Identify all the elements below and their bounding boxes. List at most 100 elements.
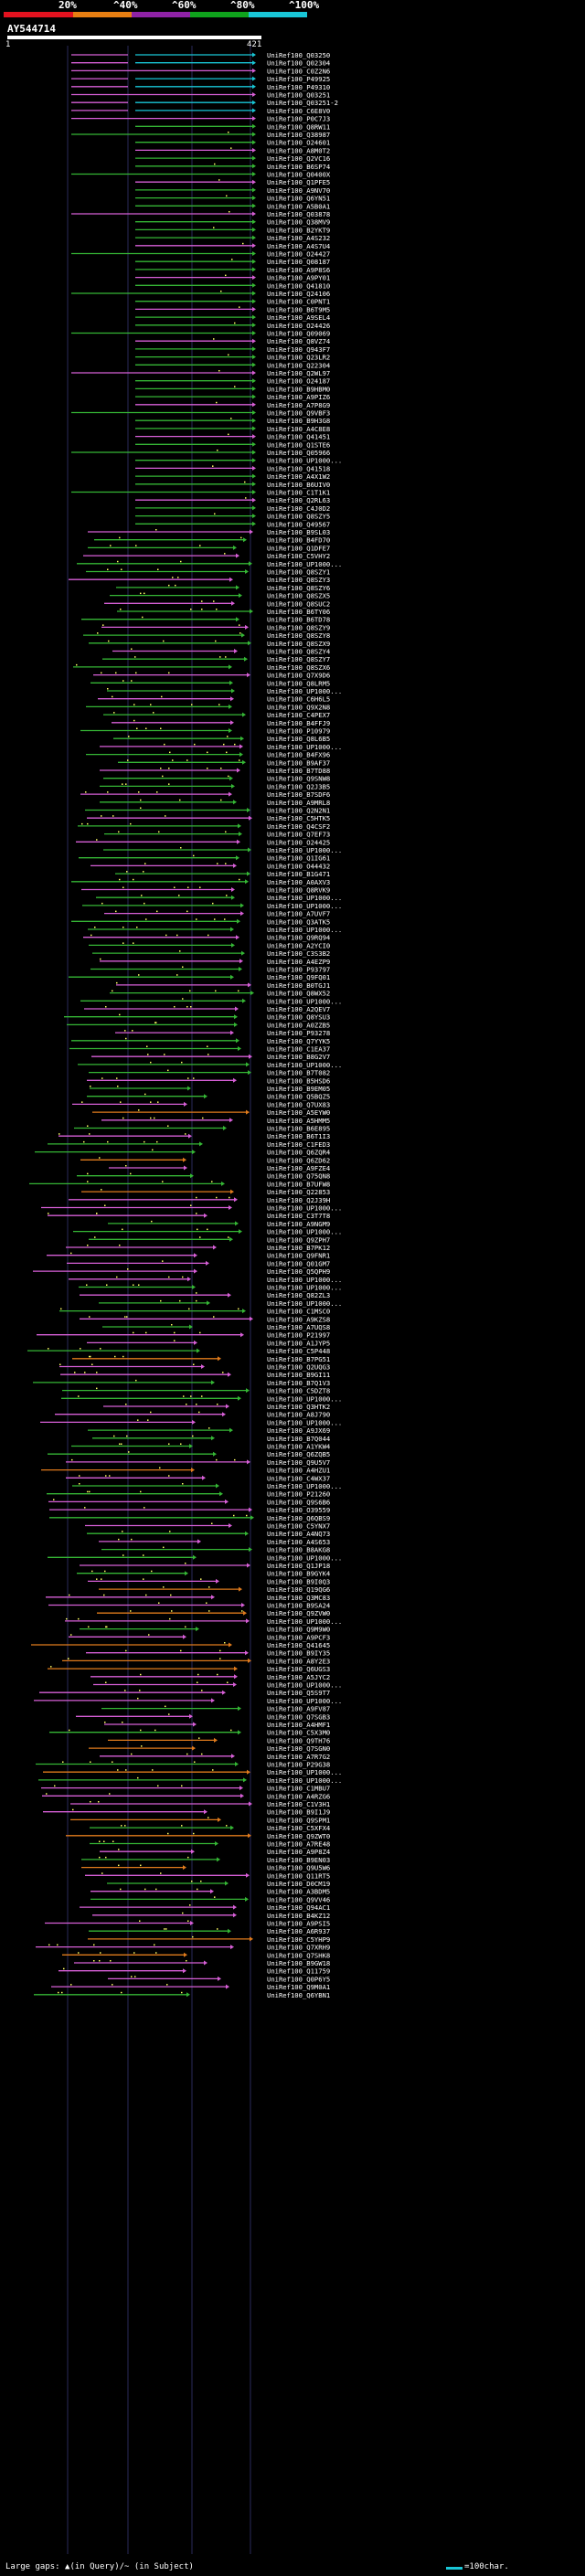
hit-label[interactable]: UniRef100_Q9U5V7 bbox=[267, 1458, 330, 1467]
hit-label[interactable]: UniRef100_B4FX96 bbox=[267, 751, 330, 759]
hit-label[interactable]: UniRef100_UP1000... bbox=[267, 1284, 342, 1292]
hit-label[interactable]: UniRef100_Q38MV9 bbox=[267, 218, 330, 227]
hit-label[interactable]: UniRef100_Q41645 bbox=[267, 1641, 330, 1649]
hit-label[interactable]: UniRef100_C5YHP9 bbox=[267, 1935, 330, 1944]
hit-label[interactable]: UniRef100_Q03878 bbox=[267, 210, 330, 218]
hit-label[interactable]: UniRef100_UP1000... bbox=[267, 1768, 342, 1776]
hit-label[interactable]: UniRef100_A4NQ73 bbox=[267, 1530, 330, 1538]
hit-label[interactable]: UniRef100_A4HZU1 bbox=[267, 1467, 330, 1475]
hit-label[interactable]: UniRef100_Q02304 bbox=[267, 59, 330, 68]
hit-label[interactable]: UniRef100_B7TD88 bbox=[267, 767, 330, 775]
hit-label[interactable]: UniRef100_A8J790 bbox=[267, 1411, 330, 1419]
hit-label[interactable]: UniRef100_B9GYK4 bbox=[267, 1570, 330, 1578]
hit-label[interactable]: UniRef100_B9SA24 bbox=[267, 1602, 330, 1610]
hit-label[interactable]: UniRef100_C5YNX7 bbox=[267, 1522, 330, 1531]
hit-label[interactable]: UniRef100_P10979 bbox=[267, 727, 330, 736]
hit-label[interactable]: UniRef100_Q11759 bbox=[267, 1967, 330, 1976]
hit-label[interactable]: UniRef100_A4S232 bbox=[267, 234, 330, 242]
hit-label[interactable]: UniRef100_Q7X9D6 bbox=[267, 672, 330, 680]
hit-label[interactable]: UniRef100_Q6ZD62 bbox=[267, 1156, 330, 1164]
hit-label[interactable]: UniRef100_UP1000... bbox=[267, 926, 342, 934]
hit-label[interactable]: UniRef100_UP1000... bbox=[267, 560, 342, 568]
hit-label[interactable]: UniRef100_Q01GM7 bbox=[267, 1259, 330, 1267]
hit-label[interactable]: UniRef100_C4WX37 bbox=[267, 1474, 330, 1482]
hit-label[interactable]: UniRef100_Q1IG61 bbox=[267, 854, 330, 863]
hit-label[interactable]: UniRef100_C6E8V0 bbox=[267, 107, 330, 115]
hit-label[interactable]: UniRef100_UP1000... bbox=[267, 1299, 342, 1308]
hit-label[interactable]: UniRef100_A4HMF1 bbox=[267, 1721, 330, 1729]
hit-label[interactable]: UniRef100_B9GI11 bbox=[267, 1371, 330, 1379]
hit-label[interactable]: UniRef100_C1T1K1 bbox=[267, 489, 330, 497]
hit-label[interactable]: UniRef100_Q8SZX9 bbox=[267, 640, 330, 648]
hit-label[interactable]: UniRef100_Q03251 bbox=[267, 91, 330, 100]
hit-label[interactable]: UniRef100_Q8WX52 bbox=[267, 990, 330, 998]
hit-label[interactable]: UniRef100_B6T1I3 bbox=[267, 1132, 330, 1140]
hit-label[interactable]: UniRef100_A7P8G9 bbox=[267, 401, 330, 409]
hit-label[interactable]: UniRef100_Q8SZY4 bbox=[267, 648, 330, 656]
hit-label[interactable]: UniRef100_Q8SZY1 bbox=[267, 568, 330, 577]
hit-label[interactable]: UniRef100_Q8SZY5 bbox=[267, 513, 330, 521]
hit-label[interactable]: UniRef100_Q6ZQR4 bbox=[267, 1149, 330, 1157]
hit-label[interactable]: UniRef100_UP1000... bbox=[267, 1228, 342, 1236]
hit-label[interactable]: UniRef100_B1G471 bbox=[267, 870, 330, 878]
hit-label[interactable]: UniRef100_A7RE48 bbox=[267, 1840, 330, 1849]
hit-label[interactable]: UniRef100_Q9ZVW0 bbox=[267, 1609, 330, 1617]
hit-label[interactable]: UniRef100_B7PG51 bbox=[267, 1355, 330, 1363]
hit-label[interactable]: UniRef100_A9P8Z4 bbox=[267, 1848, 330, 1856]
hit-label[interactable]: UniRef100_B0TGJ1 bbox=[267, 981, 330, 990]
hit-label[interactable]: UniRef100_P93797 bbox=[267, 966, 330, 974]
hit-label[interactable]: UniRef100_A9FV87 bbox=[267, 1705, 330, 1713]
hit-label[interactable]: UniRef100_UP1000... bbox=[267, 457, 342, 465]
hit-label[interactable]: UniRef100_UP1000... bbox=[267, 1776, 342, 1785]
hit-label[interactable]: UniRef100_C5DZT8 bbox=[267, 1387, 330, 1395]
hit-label[interactable]: UniRef100_C5P448 bbox=[267, 1347, 330, 1355]
hit-label[interactable]: UniRef100_A9PIZ6 bbox=[267, 393, 330, 401]
hit-label[interactable]: UniRef100_C5XFX4 bbox=[267, 1824, 330, 1832]
hit-label[interactable]: UniRef100_Q2J3B5 bbox=[267, 782, 330, 790]
hit-label[interactable]: UniRef100_UP1000... bbox=[267, 1061, 342, 1069]
hit-label[interactable]: UniRef100_A7UVF7 bbox=[267, 910, 330, 918]
hit-label[interactable]: UniRef100_P21260 bbox=[267, 1490, 330, 1499]
hit-label[interactable]: UniRef100_C5VHY2 bbox=[267, 552, 330, 560]
hit-label[interactable]: UniRef100_C1FED3 bbox=[267, 1140, 330, 1149]
hit-label[interactable]: UniRef100_Q9S6B6 bbox=[267, 1498, 330, 1506]
hit-label[interactable]: UniRef100_B7T082 bbox=[267, 1069, 330, 1077]
hit-label[interactable]: UniRef100_A8M0T2 bbox=[267, 146, 330, 154]
hit-label[interactable]: UniRef100_A0ZZB5 bbox=[267, 1021, 330, 1029]
hit-label[interactable]: UniRef100_Q2J39H bbox=[267, 1196, 330, 1204]
hit-label[interactable]: UniRef100_Q41451 bbox=[267, 433, 330, 441]
hit-label[interactable]: UniRef100_UP1000... bbox=[267, 687, 342, 695]
hit-label[interactable]: UniRef100_Q1PFE5 bbox=[267, 178, 330, 186]
hit-label[interactable]: UniRef100_Q0400X bbox=[267, 171, 331, 179]
hit-label[interactable]: UniRef100_B7UFW8 bbox=[267, 1180, 330, 1188]
hit-label[interactable]: UniRef100_Q1STE6 bbox=[267, 440, 330, 449]
hit-label[interactable]: UniRef100_Q8SUC2 bbox=[267, 599, 330, 608]
hit-label[interactable]: UniRef100_Q1JP18 bbox=[267, 1562, 330, 1570]
hit-label[interactable]: UniRef100_B8AKG8 bbox=[267, 1546, 330, 1554]
hit-label[interactable]: UniRef100_Q94AC1 bbox=[267, 1903, 330, 1912]
hit-label[interactable]: UniRef100_Q2RL63 bbox=[267, 496, 330, 504]
hit-label[interactable]: UniRef100_Q22304 bbox=[267, 361, 330, 369]
hit-label[interactable]: UniRef100_A4S7U4 bbox=[267, 242, 330, 250]
hit-label[interactable]: UniRef100_B7PK12 bbox=[267, 1244, 330, 1252]
hit-label[interactable]: UniRef100_Q0P6Y5 bbox=[267, 1975, 330, 1983]
hit-label[interactable]: UniRef100_Q9ZPH7 bbox=[267, 1235, 330, 1244]
hit-label[interactable]: UniRef100_Q9SPM1 bbox=[267, 1816, 330, 1824]
hit-label[interactable]: UniRef100_Q8L6B5 bbox=[267, 735, 330, 743]
hit-label[interactable]: UniRef100_Q9SNW8 bbox=[267, 775, 330, 783]
hit-label[interactable]: UniRef100_Q8SZX6 bbox=[267, 663, 330, 672]
hit-label[interactable]: UniRef100_B4FFJ9 bbox=[267, 719, 330, 727]
hit-label[interactable]: UniRef100_O44432 bbox=[267, 862, 330, 870]
hit-label[interactable]: UniRef100_Q2N2N1 bbox=[267, 807, 330, 815]
hit-label[interactable]: UniRef100_Q6YN51 bbox=[267, 195, 330, 203]
hit-label[interactable]: UniRef100_O24425 bbox=[267, 838, 330, 846]
hit-label[interactable]: UniRef100_Q7SGN0 bbox=[267, 1744, 330, 1753]
hit-label[interactable]: UniRef100_O24601 bbox=[267, 139, 330, 147]
hit-label[interactable]: UniRef100_Q08187 bbox=[267, 258, 330, 266]
hit-label[interactable]: UniRef100_Q7YYK5 bbox=[267, 1037, 330, 1045]
hit-label[interactable]: UniRef100_B6T9M5 bbox=[267, 305, 330, 313]
hit-label[interactable]: UniRef100_Q7EF73 bbox=[267, 831, 330, 839]
hit-label[interactable]: UniRef100_UP1000... bbox=[267, 1276, 342, 1284]
hit-label[interactable]: UniRef100_B9EM05 bbox=[267, 1085, 330, 1093]
hit-label[interactable]: UniRef100_B7SDF6 bbox=[267, 790, 330, 799]
